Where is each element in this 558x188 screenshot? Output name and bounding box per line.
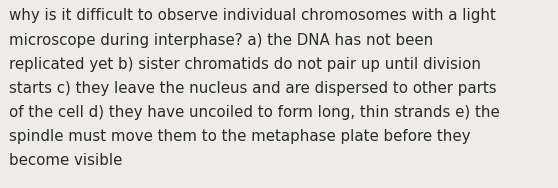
Text: starts c) they leave the nucleus and are dispersed to other parts: starts c) they leave the nucleus and are… <box>9 81 497 96</box>
Text: microscope during interphase? a) the DNA has not been: microscope during interphase? a) the DNA… <box>9 33 433 48</box>
Text: replicated yet b) sister chromatids do not pair up until division: replicated yet b) sister chromatids do n… <box>9 57 481 72</box>
Text: why is it difficult to observe individual chromosomes with a light: why is it difficult to observe individua… <box>9 8 496 24</box>
Text: of the cell d) they have uncoiled to form long, thin strands e) the: of the cell d) they have uncoiled to for… <box>9 105 499 120</box>
Text: become visible: become visible <box>9 153 122 168</box>
Text: spindle must move them to the metaphase plate before they: spindle must move them to the metaphase … <box>9 129 470 144</box>
